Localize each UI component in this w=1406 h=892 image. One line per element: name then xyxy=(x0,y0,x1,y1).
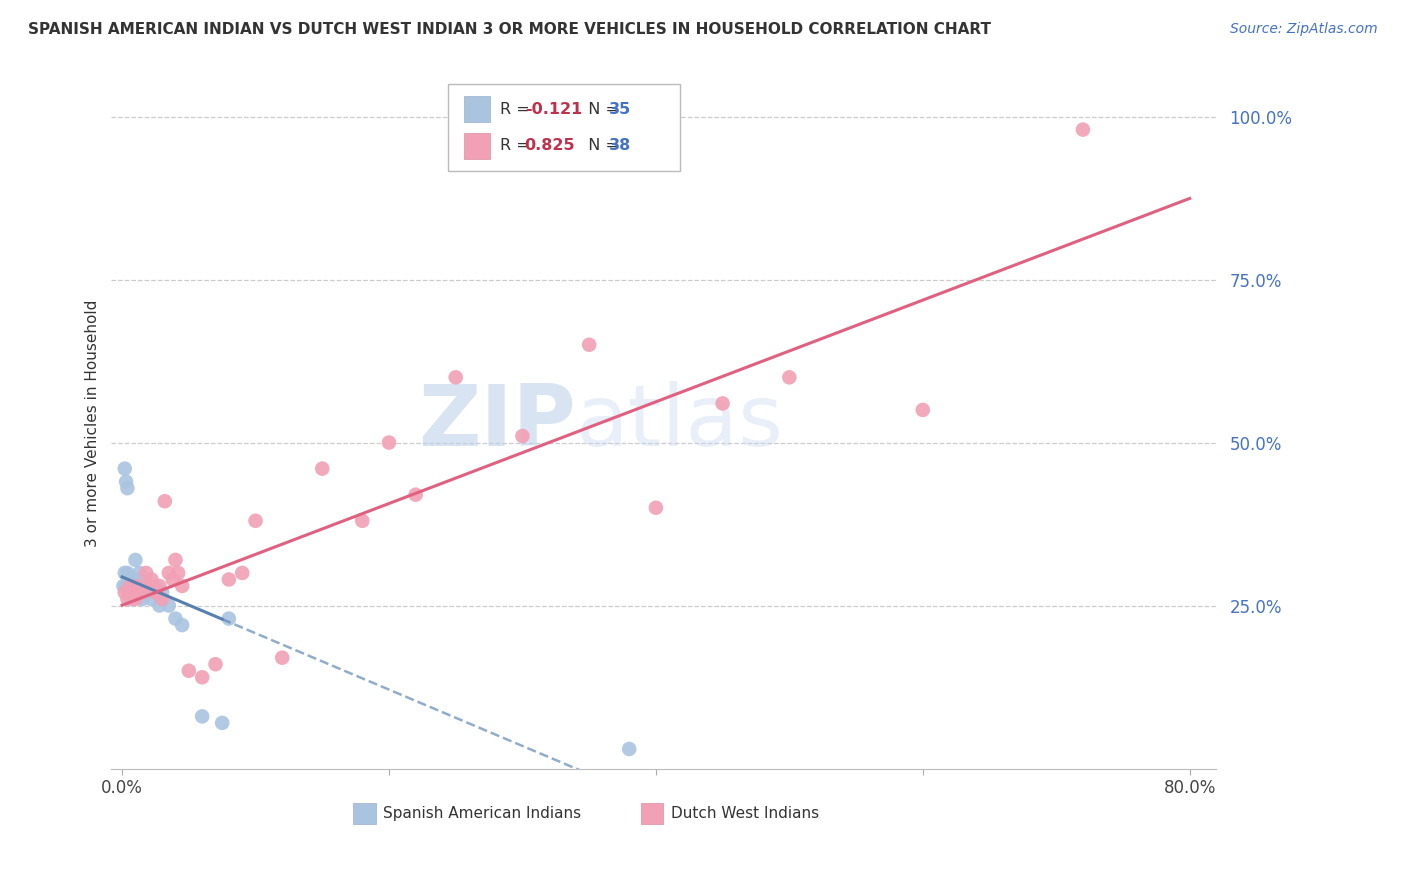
Point xyxy=(132,585,155,599)
Text: R =: R = xyxy=(501,138,536,153)
Point xyxy=(125,585,148,599)
Point xyxy=(157,599,180,613)
Point xyxy=(405,488,427,502)
Point xyxy=(218,573,240,587)
Point xyxy=(124,592,146,607)
Point xyxy=(120,592,142,607)
FancyBboxPatch shape xyxy=(353,803,375,824)
Text: 0.825: 0.825 xyxy=(524,138,575,153)
Point xyxy=(145,579,167,593)
Point xyxy=(177,664,200,678)
Point xyxy=(191,709,214,723)
Point xyxy=(167,566,190,580)
Point xyxy=(138,579,160,593)
Point xyxy=(211,715,233,730)
Point xyxy=(121,585,143,599)
Point xyxy=(218,611,240,625)
Point xyxy=(121,573,143,587)
Point xyxy=(141,592,163,607)
Point xyxy=(112,579,135,593)
Point xyxy=(114,566,136,580)
Point xyxy=(150,585,173,599)
FancyBboxPatch shape xyxy=(464,96,491,122)
Point xyxy=(911,403,934,417)
Point xyxy=(378,435,401,450)
Point xyxy=(165,553,187,567)
Point xyxy=(512,429,534,443)
Text: N =: N = xyxy=(578,138,624,153)
Point xyxy=(1071,122,1094,136)
Point xyxy=(172,579,194,593)
Point xyxy=(127,579,149,593)
Text: atlas: atlas xyxy=(575,382,783,465)
Point xyxy=(148,579,170,593)
Point xyxy=(131,585,153,599)
Point xyxy=(711,396,734,410)
Text: R =: R = xyxy=(501,102,536,117)
Point xyxy=(120,579,142,593)
Point xyxy=(191,670,214,684)
Point xyxy=(117,481,139,495)
Point xyxy=(231,566,253,580)
Point xyxy=(124,553,146,567)
Point xyxy=(138,585,160,599)
Point xyxy=(114,461,136,475)
Point xyxy=(165,611,187,625)
Point xyxy=(162,573,184,587)
Point xyxy=(153,494,176,508)
Point xyxy=(127,573,149,587)
Point xyxy=(115,579,138,593)
Point xyxy=(120,585,142,599)
Point xyxy=(135,579,157,593)
Text: -0.121: -0.121 xyxy=(524,102,582,117)
Y-axis label: 3 or more Vehicles in Household: 3 or more Vehicles in Household xyxy=(86,300,100,547)
Text: N =: N = xyxy=(578,102,624,117)
Point xyxy=(352,514,374,528)
Point xyxy=(444,370,467,384)
FancyBboxPatch shape xyxy=(449,85,681,170)
FancyBboxPatch shape xyxy=(464,133,491,159)
Point xyxy=(311,461,333,475)
Point xyxy=(131,592,153,607)
Point xyxy=(117,566,139,580)
Text: ZIP: ZIP xyxy=(418,382,575,465)
Point xyxy=(619,742,641,756)
Point xyxy=(172,618,194,632)
Point xyxy=(120,579,142,593)
Point xyxy=(150,592,173,607)
Text: 35: 35 xyxy=(609,102,631,117)
Point xyxy=(118,573,141,587)
Point xyxy=(128,566,150,580)
Text: Dutch West Indians: Dutch West Indians xyxy=(671,806,818,821)
Text: 38: 38 xyxy=(609,138,631,153)
Point xyxy=(644,500,666,515)
Point xyxy=(117,592,139,607)
FancyBboxPatch shape xyxy=(641,803,662,824)
Text: Spanish American Indians: Spanish American Indians xyxy=(384,806,581,821)
Point xyxy=(204,657,226,672)
Point xyxy=(122,579,145,593)
Text: SPANISH AMERICAN INDIAN VS DUTCH WEST INDIAN 3 OR MORE VEHICLES IN HOUSEHOLD COR: SPANISH AMERICAN INDIAN VS DUTCH WEST IN… xyxy=(28,22,991,37)
Point xyxy=(148,599,170,613)
Point xyxy=(121,585,143,599)
Point xyxy=(114,585,136,599)
Point xyxy=(778,370,800,384)
Point xyxy=(135,566,157,580)
Text: Source: ZipAtlas.com: Source: ZipAtlas.com xyxy=(1230,22,1378,37)
Point xyxy=(245,514,267,528)
Point xyxy=(118,585,141,599)
Point xyxy=(141,573,163,587)
Point xyxy=(115,475,138,489)
Point xyxy=(145,585,167,599)
Point xyxy=(157,566,180,580)
Point xyxy=(120,579,142,593)
Point xyxy=(578,337,600,351)
Point xyxy=(271,650,294,665)
